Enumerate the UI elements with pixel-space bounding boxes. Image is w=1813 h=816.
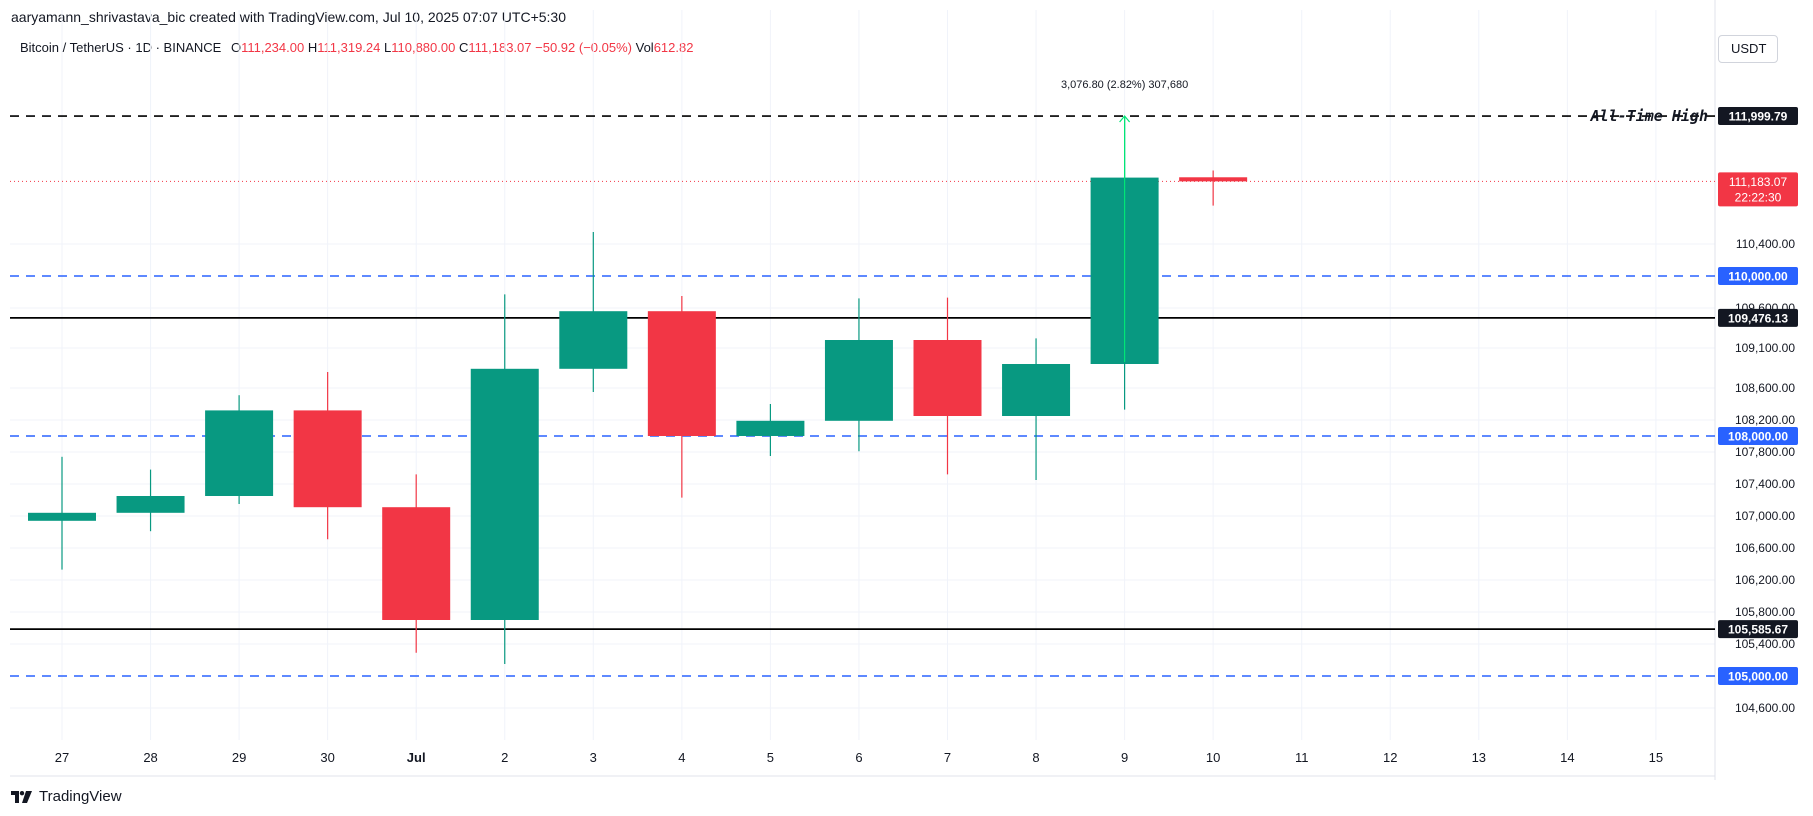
measure-arrowhead — [1119, 115, 1131, 123]
close-label: C — [458, 40, 469, 55]
candle — [647, 296, 716, 498]
x-tick-label: Jul — [407, 750, 426, 765]
x-tick-label: 28 — [143, 750, 157, 765]
y-tick-label: 104,600.00 — [1735, 701, 1795, 715]
candle-body — [559, 311, 628, 369]
low-value: 110,880.00 — [391, 40, 456, 55]
level-price-badge — [1718, 308, 1798, 327]
all-time-high-label: All-Time High — [1590, 107, 1708, 125]
y-tick-label: 106,600.00 — [1735, 541, 1795, 555]
y-tick-label: 107,800.00 — [1735, 445, 1795, 459]
brand-name: TradingView — [39, 788, 122, 805]
y-tick-label: 105,800.00 — [1735, 605, 1795, 619]
x-tick-label: 6 — [855, 750, 862, 765]
candle — [382, 474, 451, 653]
level-price-badge — [1718, 107, 1798, 126]
high-label: H — [307, 40, 318, 55]
x-tick-label: 15 — [1649, 750, 1663, 765]
candle — [1002, 338, 1071, 480]
close-value: 111,183.07 — [468, 40, 532, 55]
level-price-label: 111,999.79 — [1729, 110, 1788, 124]
candle — [824, 298, 893, 452]
level-price-label: 110,000.00 — [1728, 270, 1788, 284]
tradingview-brand: TradingView — [11, 788, 122, 805]
candle-body — [736, 420, 805, 436]
candle-body — [824, 340, 893, 421]
candle — [116, 469, 185, 532]
x-tick-label: 3 — [590, 750, 597, 765]
x-tick-label: 10 — [1206, 750, 1220, 765]
candle-body — [913, 340, 982, 416]
chart-caption: aaryamann_shrivastava_bic created with T… — [11, 9, 567, 25]
candle — [913, 297, 982, 475]
last-price-badge — [1718, 172, 1798, 207]
level-price-label: 108,000.00 — [1728, 430, 1788, 444]
last-price-label: 111,183.07 — [1729, 175, 1788, 189]
x-tick-label: 13 — [1472, 750, 1486, 765]
x-tick-label: 29 — [232, 750, 246, 765]
candle-body — [293, 410, 362, 508]
y-tick-label: 109,100.00 — [1735, 341, 1795, 355]
x-tick-label: 7 — [944, 750, 951, 765]
candle-body — [1179, 177, 1248, 182]
x-tick-label: 8 — [1032, 750, 1039, 765]
candle — [28, 456, 96, 570]
y-tick-label: 105,400.00 — [1735, 637, 1795, 651]
x-tick-label: 14 — [1560, 750, 1574, 765]
candle-body — [470, 368, 539, 620]
candle-body — [116, 496, 185, 513]
price-chart[interactable]: 110,400.00109,600.00109,100.00108,600.00… — [0, 0, 1813, 780]
level-price-badge — [1718, 620, 1798, 639]
y-tick-label: 107,400.00 — [1735, 477, 1795, 491]
y-tick-label: 110,400.00 — [1736, 237, 1795, 251]
level-price-badge — [1718, 267, 1798, 285]
volume-value: 612.82 — [653, 40, 694, 55]
y-tick-label: 107,000.00 — [1735, 509, 1795, 523]
x-tick-label: 2 — [501, 750, 508, 765]
candle — [205, 395, 274, 504]
open-label: O — [230, 40, 242, 55]
candle-body — [1002, 364, 1071, 416]
currency-button[interactable]: USDT — [1718, 35, 1778, 63]
x-tick-label: 5 — [767, 750, 774, 765]
x-tick-label: 27 — [55, 750, 69, 765]
candle — [736, 404, 805, 456]
bar-countdown-label: 22:22:30 — [1735, 190, 1782, 204]
candle — [559, 232, 628, 392]
symbol-legend: Bitcoin / TetherUS · 1D · BINANCE O111,2… — [20, 40, 693, 55]
open-value: 111,234.00 — [241, 40, 305, 55]
y-tick-label: 108,600.00 — [1735, 381, 1795, 395]
candle-body — [647, 311, 716, 436]
change-value: −50.92 (−0.05%) — [535, 40, 632, 55]
candle — [1179, 170, 1248, 206]
candle-body — [28, 512, 96, 521]
low-label: L — [384, 40, 392, 55]
x-tick-label: 11 — [1295, 750, 1309, 765]
x-tick-label: 12 — [1383, 750, 1397, 765]
symbol-name: Bitcoin / TetherUS · 1D · BINANCE — [20, 40, 222, 55]
candle — [293, 372, 362, 540]
x-tick-label: 30 — [320, 750, 334, 765]
volume-label: Vol — [635, 40, 654, 55]
candle-body — [205, 410, 274, 496]
level-price-badge — [1718, 427, 1798, 445]
tradingview-logo-icon — [11, 790, 32, 803]
candle-body — [382, 507, 451, 620]
measure-label: 3,076.80 (2.82%) 307,680 — [1061, 79, 1188, 91]
x-tick-label: 9 — [1121, 750, 1128, 765]
x-tick-label: 4 — [678, 750, 685, 765]
level-price-label: 109,476.13 — [1728, 311, 1788, 325]
high-value: 111,319.24 — [317, 40, 381, 55]
level-price-label: 105,585.67 — [1728, 623, 1788, 637]
level-price-badge — [1718, 667, 1798, 685]
y-tick-label: 108,200.00 — [1735, 413, 1795, 427]
candle — [470, 294, 539, 664]
level-price-label: 105,000.00 — [1728, 670, 1788, 684]
y-tick-label: 106,200.00 — [1735, 573, 1795, 587]
